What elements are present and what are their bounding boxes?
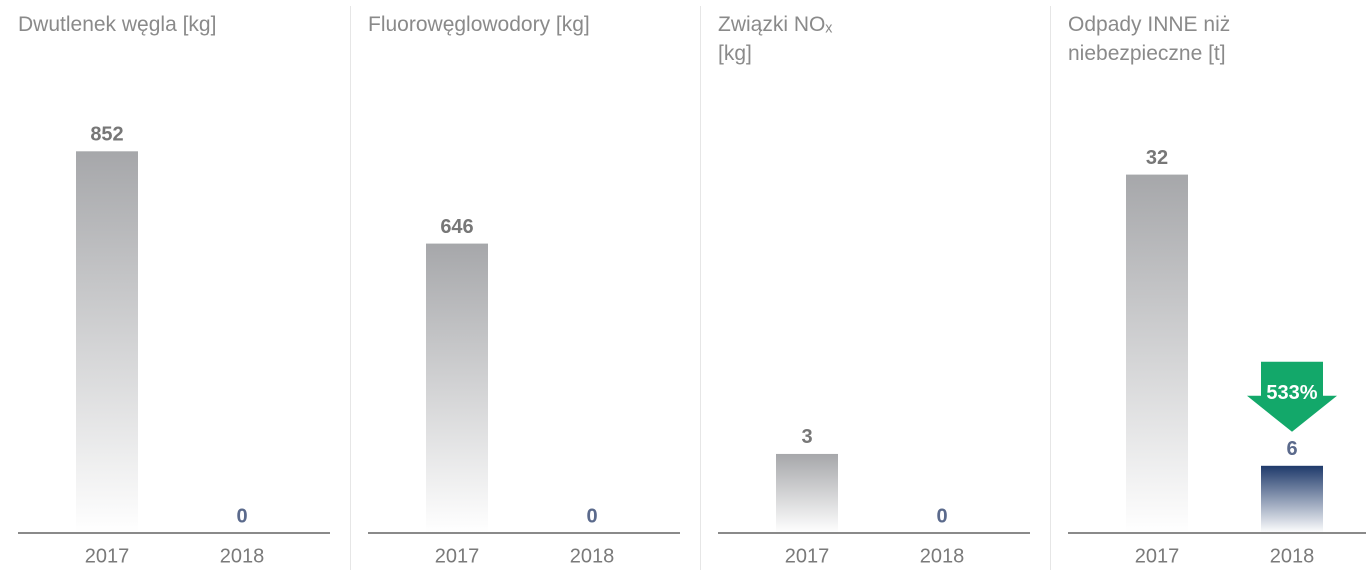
chart: 852 2017 0 2018 — [18, 124, 330, 567]
x-tick-label: 2017 — [435, 545, 480, 567]
change-arrow — [1247, 361, 1337, 432]
x-tick-label: 2017 — [85, 545, 130, 567]
chart: 646 2017 0 2018 — [350, 6, 680, 570]
x-tick-label: 2017 — [1135, 545, 1180, 567]
bar — [1261, 465, 1323, 533]
chart-panel: 646 2017 0 2018 Fluorowęglowodory [kg] — [350, 0, 700, 570]
chart-title: Dwutlenek węgla [kg] — [18, 13, 217, 36]
value-label: 852 — [90, 124, 123, 146]
value-label: 0 — [936, 505, 947, 527]
chart-panel: 3 2017 0 2018 Związki NOₓ [kg] — [700, 0, 1050, 570]
bar — [76, 151, 138, 533]
value-label: 646 — [440, 216, 473, 238]
chart: 32 2017 6 2018 533% — [1050, 6, 1366, 570]
bar — [776, 453, 838, 533]
chart-title: Związki NOₓ [kg] — [718, 13, 833, 65]
value-label: 32 — [1146, 147, 1168, 169]
value-label: 6 — [1286, 438, 1297, 460]
value-label: 0 — [236, 505, 247, 527]
x-tick-label: 2017 — [785, 545, 830, 567]
chart-title: Fluorowęglowodory [kg] — [368, 13, 590, 36]
bar — [426, 243, 488, 534]
x-tick-label: 2018 — [920, 545, 965, 567]
x-tick-label: 2018 — [220, 545, 265, 567]
x-tick-label: 2018 — [1270, 545, 1315, 567]
chart-panel: 32 2017 6 2018 533% Odpady INNE niż niebezpie… — [1050, 0, 1366, 570]
value-label: 0 — [586, 505, 597, 527]
chart-panel: 852 2017 0 2018 Dwutlenek węgla [kg] — [0, 0, 350, 570]
change-label: 533% — [1266, 382, 1317, 404]
value-label: 3 — [801, 426, 812, 448]
x-tick-label: 2018 — [570, 545, 615, 567]
chart: 3 2017 0 2018 — [700, 6, 1030, 570]
chart-title: Odpady INNE niż niebezpieczne [t] — [1068, 13, 1231, 65]
bar — [1126, 174, 1188, 533]
